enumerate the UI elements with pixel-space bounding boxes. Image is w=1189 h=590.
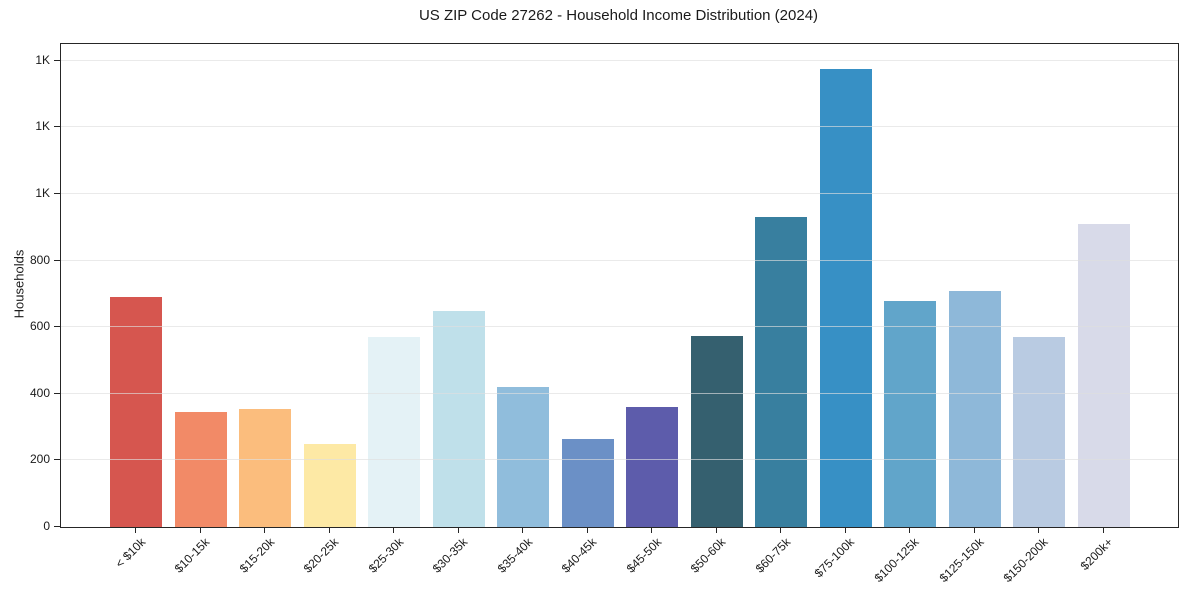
y-tick-label: 200 <box>29 452 50 467</box>
x-tick-mark <box>199 527 201 533</box>
x-tick-label: $200k+ <box>1077 535 1116 573</box>
y-tick-label: 0 <box>43 519 50 533</box>
x-tick-mark <box>328 527 330 533</box>
bar-$150-200k <box>1013 337 1065 527</box>
y-tick-mark <box>54 326 60 328</box>
x-tick-mark <box>457 527 459 533</box>
gridline-200 <box>61 459 1178 461</box>
bar-$100-125k <box>884 300 936 527</box>
bar-$40-45k <box>561 438 614 527</box>
x-tick-label: $100-125k <box>871 535 922 586</box>
x-tick-label: < $10k <box>112 535 148 571</box>
gridline-600 <box>61 326 1178 328</box>
gridline-800 <box>61 259 1178 261</box>
chart-title: US ZIP Code 27262 - Household Income Dis… <box>418 7 819 24</box>
bar-$50-60k <box>690 335 743 527</box>
x-tick-mark <box>1038 527 1039 533</box>
y-tick-label: 400 <box>29 385 50 400</box>
y-tick-label: 1K <box>35 185 50 200</box>
bar-$75-100k <box>819 69 872 527</box>
x-tick-mark <box>522 527 523 533</box>
y-tick-label: 1K <box>35 119 50 134</box>
x-tick-label: $10-15k <box>171 535 213 576</box>
y-tick-mark <box>54 526 60 527</box>
x-tick-mark <box>586 527 588 533</box>
x-tick-label: $60-75k <box>752 535 793 576</box>
bar-$35-40k <box>497 387 549 527</box>
x-tick-label: $35-40k <box>494 535 535 576</box>
x-tick-label: $25-30k <box>365 535 406 576</box>
x-tick-mark <box>844 527 846 533</box>
x-tick-label: $50-60k <box>687 535 729 576</box>
x-tick-mark <box>1102 527 1104 533</box>
x-tick-label: $75-100k <box>812 535 858 581</box>
x-tick-label: $150-200k <box>1000 535 1051 586</box>
x-tick-mark <box>909 527 910 533</box>
x-tick-label: $20-25k <box>300 535 342 576</box>
plot-area <box>60 43 1179 528</box>
gridline-400 <box>61 392 1178 394</box>
x-tick-label: $45-50k <box>623 535 664 576</box>
x-tick-label: $30-35k <box>429 535 471 576</box>
bar-$20-25k <box>303 443 356 527</box>
bar-$45-50k <box>626 407 678 527</box>
bar-$10-15k <box>174 412 227 527</box>
y-tick-mark <box>54 259 60 261</box>
y-tick-mark <box>54 126 60 128</box>
y-tick-label: 1K <box>35 52 50 67</box>
x-tick-label: $40-45k <box>558 535 600 576</box>
gridline-1000 <box>61 192 1178 194</box>
x-tick-mark <box>393 527 394 533</box>
bar-$30-35k <box>432 310 485 527</box>
y-tick-mark <box>54 192 60 194</box>
bar-$125-150k <box>948 290 1001 527</box>
x-tick-mark <box>715 527 717 533</box>
x-tick-mark <box>973 527 975 533</box>
y-tick-mark <box>54 459 60 461</box>
x-tick-label: $125-150k <box>936 535 987 586</box>
gridline-1400 <box>61 59 1178 61</box>
x-tick-mark <box>651 527 652 533</box>
bar-$25-30k <box>368 337 420 527</box>
bar-$60-75k <box>755 217 807 527</box>
bar-$200k+ <box>1077 223 1130 527</box>
x-tick-mark <box>135 527 136 533</box>
x-tick-label: $15-20k <box>236 535 277 576</box>
x-tick-mark <box>780 527 781 533</box>
y-tick-label: 800 <box>29 252 50 267</box>
x-tick-mark <box>264 527 265 533</box>
y-tick-label: 600 <box>29 319 50 334</box>
bar-< $10k <box>110 297 162 527</box>
y-tick-mark <box>54 59 60 61</box>
gridline-1200 <box>61 126 1178 128</box>
bar-$15-20k <box>239 408 291 527</box>
y-tick-mark <box>54 392 60 394</box>
